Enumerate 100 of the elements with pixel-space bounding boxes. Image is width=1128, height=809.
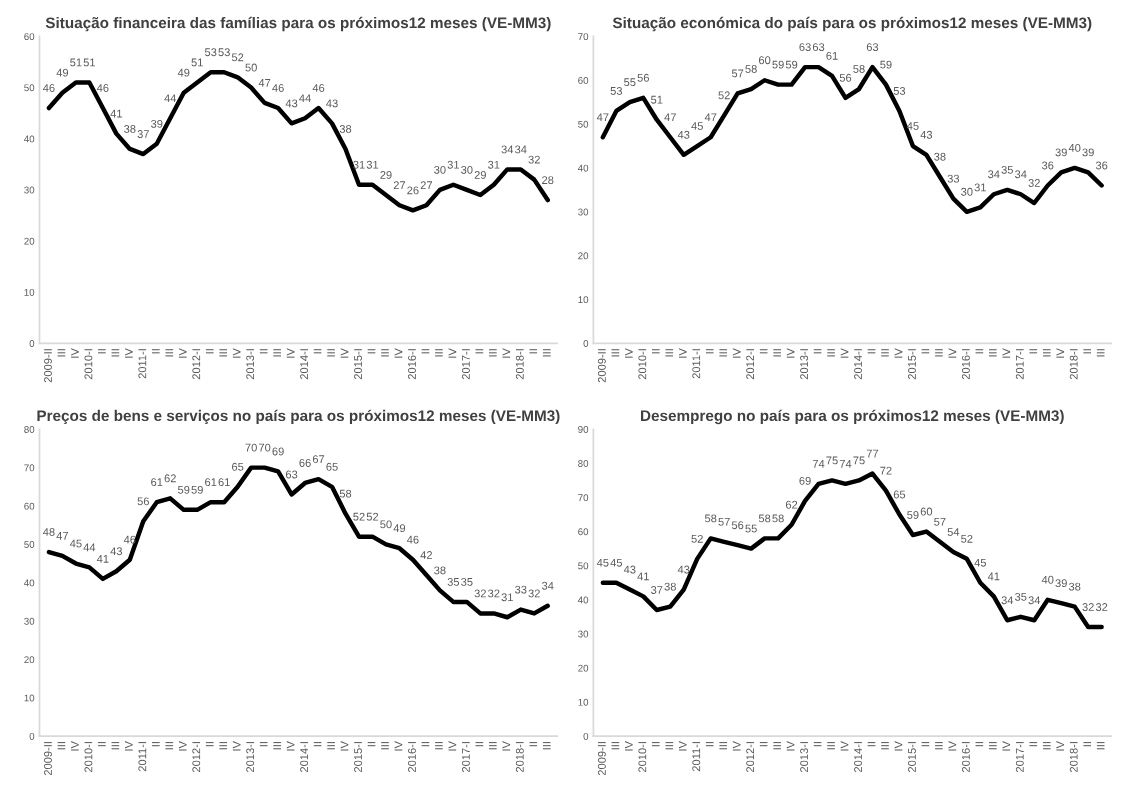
data-label: 47: [56, 532, 69, 540]
data-label: 35: [461, 577, 473, 586]
x-tick-label: IV: [732, 348, 741, 358]
data-label: 47: [704, 113, 717, 122]
x-tick-label: IV: [1056, 741, 1065, 751]
x-tick-label: 2011-I: [692, 349, 701, 379]
data-label: 56: [731, 521, 744, 530]
x-tick-label: III: [989, 742, 997, 750]
x-tick-label: III: [827, 349, 835, 357]
data-label: 45: [691, 122, 703, 130]
x-tick-label: II: [651, 742, 660, 747]
data-label: 34: [501, 145, 514, 154]
x-tick-label: 2014-I: [300, 742, 309, 772]
data-label: 77: [866, 449, 879, 458]
data-label: 34: [988, 170, 1000, 179]
x-tick-label: III: [665, 742, 674, 750]
data-label: 26: [407, 186, 419, 195]
x-tick-label: II: [813, 742, 822, 747]
data-label: 52: [231, 53, 244, 62]
x-tick-label: III: [273, 349, 281, 357]
x-tick-label: 2009-II: [597, 349, 606, 383]
x-tick-label: IV: [178, 348, 187, 358]
y-tick-label: 70: [578, 33, 589, 41]
x-tick-label: 2016-I: [961, 742, 970, 772]
data-label: 55: [624, 78, 636, 87]
data-label: 70: [245, 443, 257, 452]
x-tick-label: III: [542, 742, 551, 750]
data-label: 45: [596, 558, 609, 567]
data-label: 53: [218, 48, 230, 57]
x-tick-label: III: [665, 349, 674, 357]
data-label: 29: [474, 171, 486, 179]
x-tick-label: II: [259, 349, 268, 354]
data-label: 32: [528, 589, 540, 598]
data-label: 65: [893, 490, 906, 499]
data-label: 61: [218, 478, 230, 487]
x-tick-label: II: [529, 349, 538, 354]
x-tick-label: 2014-I: [300, 349, 309, 380]
x-tick-label: III: [57, 349, 66, 357]
data-label: 30: [461, 165, 473, 174]
x-tick-label: III: [1042, 742, 1051, 750]
data-label: 38: [934, 152, 946, 161]
x-tick-label: 2016-I: [408, 742, 416, 772]
x-tick-label: II: [313, 742, 322, 747]
data-label: 32: [1028, 179, 1040, 187]
data-label: 65: [232, 462, 244, 471]
x-tick-label: III: [165, 742, 174, 750]
x-tick-label: 2018-I: [1069, 742, 1078, 772]
x-tick-label: III: [435, 349, 443, 357]
y-tick-label: 70: [578, 494, 589, 502]
data-label: 34: [1015, 170, 1027, 179]
data-label: 59: [785, 60, 798, 69]
x-tick-label: IV: [894, 348, 903, 358]
x-tick-label: 2015-I: [354, 349, 362, 380]
x-tick-label: II: [921, 349, 930, 354]
x-tick-label: II: [705, 349, 714, 354]
data-label: 38: [1068, 582, 1081, 591]
y-tick-label: 40: [24, 579, 35, 587]
y-tick-label: 80: [24, 426, 35, 433]
data-label: 56: [137, 497, 149, 506]
data-label: 56: [637, 73, 649, 82]
data-label: 46: [42, 84, 55, 92]
y-tick-label: 0: [583, 340, 589, 347]
data-label: 57: [731, 69, 744, 78]
x-tick-label: II: [205, 742, 214, 747]
x-tick-label: 2017-I: [1015, 742, 1024, 772]
data-label: 31: [366, 160, 379, 169]
data-label: 38: [664, 582, 676, 591]
y-tick-label: 80: [578, 460, 589, 467]
data-label: 72: [880, 466, 892, 475]
chart-title: Desemprego no país para os próximos12 meses (VE-MM3): [641, 409, 1064, 425]
x-tick-label: III: [381, 742, 389, 750]
data-label: 51: [83, 58, 95, 67]
data-label: 34: [1028, 596, 1041, 605]
data-label: 59: [178, 485, 190, 494]
data-label: 52: [691, 534, 703, 543]
data-label: 74: [812, 459, 825, 468]
x-tick-label: IV: [502, 348, 511, 358]
data-label: 49: [177, 68, 190, 77]
x-tick-label: II: [475, 742, 484, 747]
x-tick-label: 2013-I: [800, 742, 809, 772]
data-label: 27: [420, 181, 433, 190]
x-tick-label: 2013-I: [246, 742, 255, 772]
data-label: 70: [259, 443, 271, 452]
data-label: 35: [1001, 165, 1013, 174]
x-tick-label: IV: [125, 348, 133, 358]
data-label: 39: [1055, 579, 1067, 588]
x-tick-label: II: [475, 349, 484, 354]
data-label: 46: [312, 84, 325, 92]
data-label: 29: [380, 171, 392, 179]
data-label: 59: [191, 485, 203, 494]
x-tick-label: IV: [71, 348, 79, 358]
y-tick-label: 10: [578, 698, 589, 706]
data-label: 38: [124, 124, 136, 133]
y-tick-label: 30: [24, 617, 35, 625]
data-label: 58: [772, 514, 784, 523]
data-label: 33: [515, 585, 527, 594]
x-tick-label: IV: [894, 741, 903, 751]
x-tick-label: II: [152, 742, 160, 747]
data-label: 58: [853, 65, 865, 73]
data-label: 50: [380, 520, 392, 529]
